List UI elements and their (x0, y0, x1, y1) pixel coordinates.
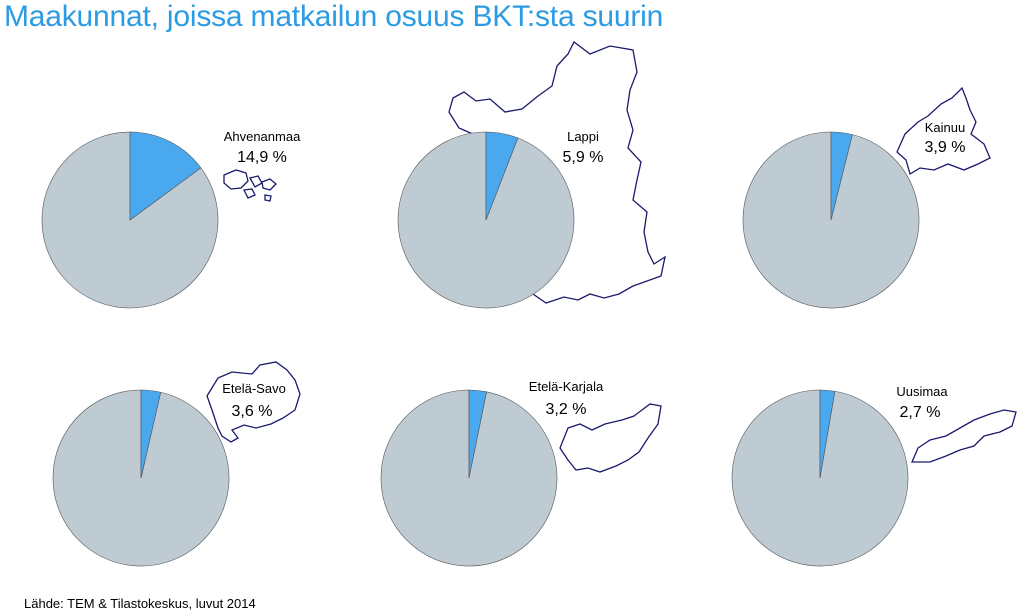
region-label-5: Uusimaa (896, 384, 948, 399)
region-outlines (206, 41, 1017, 473)
pie-slice-share-0 (129, 131, 202, 221)
uusimaa-outline (911, 409, 1017, 463)
chart-title: Maakunnat, joissa matkailun osuus BKT:st… (4, 0, 664, 33)
region-label-4: Etelä-Karjala (529, 379, 604, 394)
pie-slice-share-5 (819, 389, 836, 479)
value-label-4: 3,2 % (546, 401, 587, 418)
value-label-5: 2,7 % (900, 404, 941, 421)
pie-slice-share-4 (468, 389, 487, 479)
pie-slice-share-3 (140, 389, 162, 479)
etela-karjala-outline (559, 403, 662, 473)
region-label-1: Lappi (567, 129, 599, 144)
value-label-1: 5,9 % (563, 149, 604, 166)
value-label-2: 3,9 % (925, 139, 966, 156)
value-label-3: 3,6 % (232, 403, 273, 420)
lappi-outline (448, 41, 666, 304)
region-label-0: Ahvenanmaa (224, 129, 301, 144)
value-label-0: 14,9 % (237, 149, 287, 166)
kainuu-outline (896, 86, 991, 175)
source-note: Lähde: TEM & Tilastokeskus, luvut 2014 (24, 596, 256, 611)
ahvenanmaa-outline (223, 169, 277, 202)
region-label-2: Kainuu (925, 120, 965, 135)
pie-slice-share-2 (830, 131, 853, 221)
etela-savo-outline (206, 361, 301, 443)
region-label-3: Etelä-Savo (222, 381, 286, 396)
pie-slice-share-1 (485, 131, 519, 221)
